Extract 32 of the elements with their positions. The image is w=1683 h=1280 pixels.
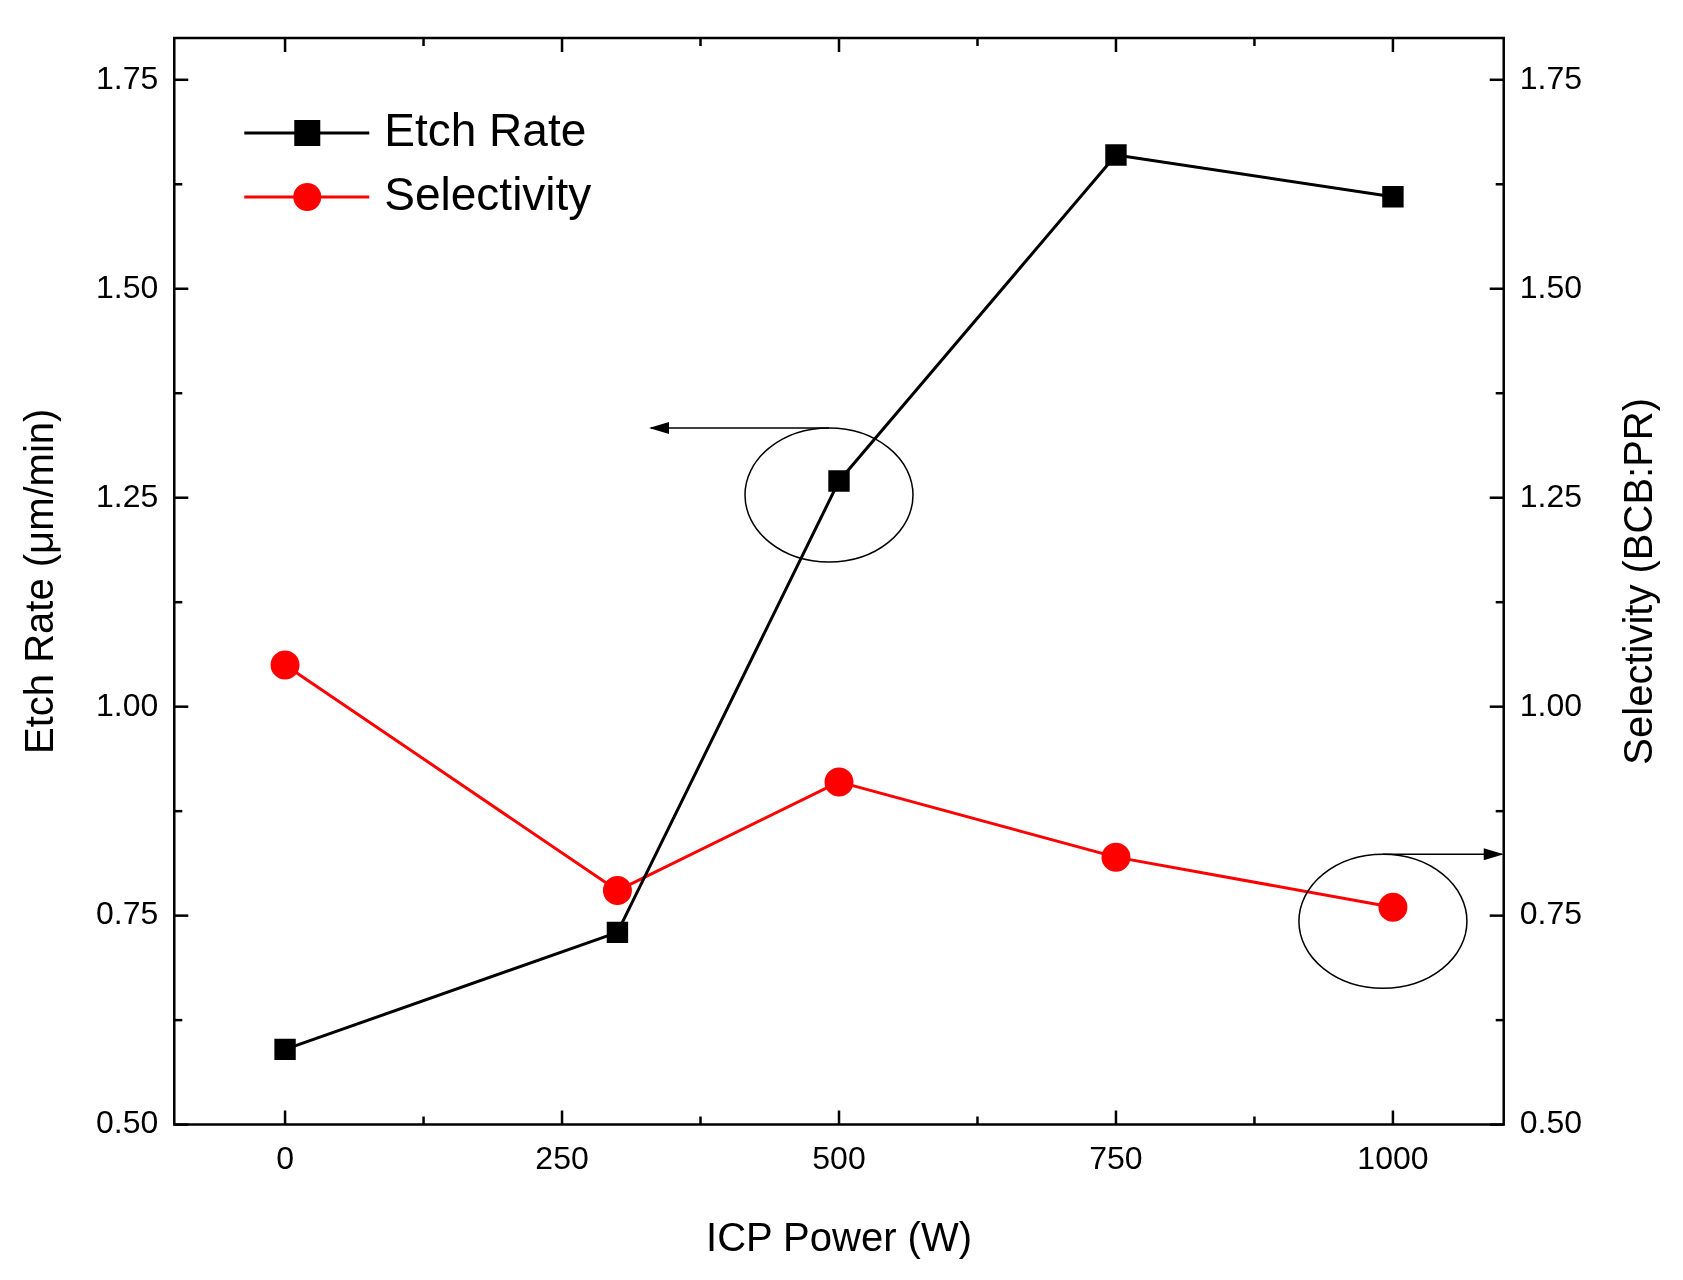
legend-label: Etch Rate — [384, 103, 587, 156]
y2-tick-label: 1.50 — [1519, 268, 1582, 305]
point — [824, 767, 854, 797]
y-tick-label: 1.25 — [96, 477, 159, 514]
x-tick-label: 0 — [276, 1139, 294, 1176]
point — [1101, 842, 1131, 872]
y-tick-label: 1.75 — [96, 59, 159, 96]
legend-label: Selectivity — [384, 167, 592, 220]
y2-tick-label: 0.75 — [1519, 895, 1582, 932]
point — [1382, 186, 1404, 208]
x-axis-title: ICP Power (W) — [706, 1215, 972, 1260]
y2-tick-label: 1.25 — [1519, 477, 1582, 514]
y-tick-label: 0.50 — [96, 1104, 159, 1141]
point — [274, 1038, 296, 1061]
point — [606, 921, 629, 944]
point — [1378, 892, 1408, 922]
point — [1105, 144, 1127, 166]
y2-tick-label: 1.75 — [1519, 59, 1582, 96]
x-tick-label: 500 — [812, 1139, 866, 1176]
y-tick-label: 1.50 — [96, 268, 159, 305]
point — [270, 650, 300, 680]
y2-axis-title: Selectivity (BCB:PR) — [1616, 397, 1661, 765]
y-tick-label: 0.75 — [96, 895, 159, 932]
x-tick-label: 1000 — [1357, 1139, 1429, 1176]
y-tick-label: 1.00 — [96, 686, 159, 723]
y2-tick-label: 1.00 — [1519, 686, 1582, 723]
point — [602, 876, 632, 906]
x-tick-label: 250 — [535, 1139, 589, 1176]
point — [828, 470, 850, 492]
y2-tick-label: 0.50 — [1519, 1104, 1582, 1141]
y-axis-title: Etch Rate (μm/min) — [17, 408, 62, 754]
x-tick-label: 750 — [1089, 1139, 1143, 1176]
